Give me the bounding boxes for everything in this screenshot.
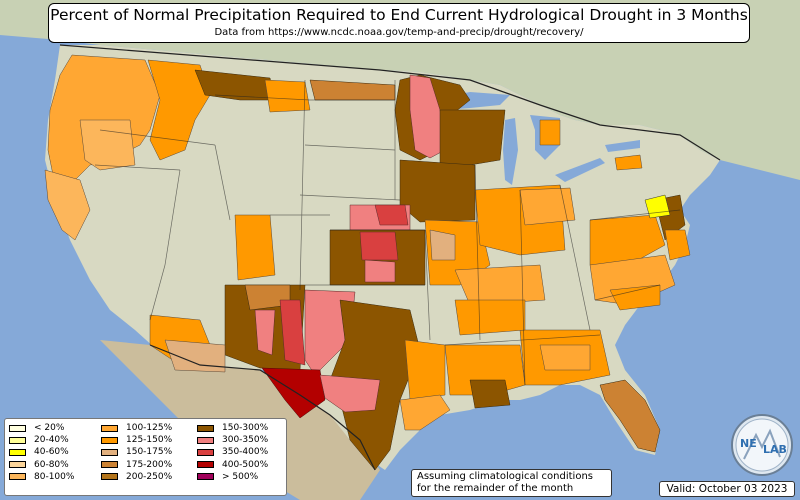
logo-text-right: LAB	[763, 443, 787, 456]
legend-swatch	[101, 436, 118, 444]
legend-label: 125-150%	[126, 435, 173, 446]
state-borders	[94, 79, 681, 386]
legend-item: 80-100%	[9, 471, 74, 483]
legend-label: 20-40%	[34, 435, 69, 446]
legend-item: > 500%	[197, 471, 268, 483]
legend-item: 150-300%	[197, 422, 268, 434]
legend-item: 40-60%	[9, 446, 74, 458]
legend-label: > 500%	[222, 471, 259, 482]
lake-michigan	[503, 118, 518, 185]
legend-label: 80-100%	[34, 471, 75, 482]
legend-swatch	[9, 473, 26, 481]
legend-item: < 20%	[9, 422, 74, 434]
legend-swatch	[197, 448, 214, 456]
legend-label: 175-200%	[126, 459, 173, 470]
legend-item: 300-350%	[197, 434, 268, 446]
lake-erie	[555, 158, 605, 182]
legend-item: 100-125%	[101, 422, 172, 434]
legend-item: 350-400%	[197, 446, 268, 458]
legend-swatch	[9, 436, 26, 444]
legend-item: 125-150%	[101, 434, 172, 446]
title-box: Percent of Normal Precipitation Required…	[48, 3, 750, 43]
map-title: Percent of Normal Precipitation Required…	[50, 6, 748, 24]
legend-swatch	[197, 436, 214, 444]
assumption-note-line-2: for the remainder of the month	[417, 483, 574, 494]
legend-swatch	[101, 448, 118, 456]
nexlab-logo-icon: NE LAB	[731, 414, 793, 476]
legend-item: 150-175%	[101, 446, 172, 458]
legend: < 20% 20-40% 40-60% 60-80% 80-100% 100-1…	[4, 418, 287, 496]
legend-swatch	[9, 448, 26, 456]
assumption-note: Assuming climatological conditions for t…	[411, 469, 612, 497]
legend-column-1: < 20% 20-40% 40-60% 60-80% 80-100%	[9, 422, 74, 483]
lake-ontario	[605, 140, 640, 152]
logo-text-left: NE	[740, 437, 757, 450]
legend-swatch	[101, 424, 118, 432]
legend-item: 60-80%	[9, 459, 74, 471]
legend-column-3: 150-300% 300-350% 350-400% 400-500% > 50…	[197, 422, 268, 483]
map-subtitle: Data from https://www.ncdc.noaa.gov/temp…	[214, 27, 584, 38]
legend-column-2: 100-125% 125-150% 150-175% 175-200% 200-…	[101, 422, 172, 483]
assumption-note-line-1: Assuming climatological conditions	[417, 471, 593, 482]
legend-swatch	[9, 461, 26, 469]
legend-label: 100-125%	[126, 423, 173, 434]
legend-item: 200-250%	[101, 471, 172, 483]
legend-label: 400-500%	[222, 459, 269, 470]
legend-label: 60-80%	[34, 459, 69, 470]
legend-swatch	[197, 424, 214, 432]
canada-land	[0, 0, 800, 180]
legend-label: 150-175%	[126, 447, 173, 458]
legend-item: 20-40%	[9, 434, 74, 446]
valid-date: Valid: October 03 2023	[659, 481, 795, 497]
us-border	[59, 44, 721, 161]
legend-swatch	[101, 473, 118, 481]
legend-label: 200-250%	[126, 471, 173, 482]
legend-swatch	[9, 424, 26, 432]
legend-swatch	[101, 461, 118, 469]
legend-label: < 20%	[34, 423, 65, 434]
legend-swatch	[197, 473, 214, 481]
legend-label: 40-60%	[34, 447, 69, 458]
legend-item: 400-500%	[197, 459, 268, 471]
legend-label: 300-350%	[222, 435, 269, 446]
mexico-border	[149, 344, 376, 471]
legend-label: 150-300%	[222, 423, 269, 434]
legend-item: 175-200%	[101, 459, 172, 471]
legend-swatch	[197, 461, 214, 469]
legend-label: 350-400%	[222, 447, 269, 458]
